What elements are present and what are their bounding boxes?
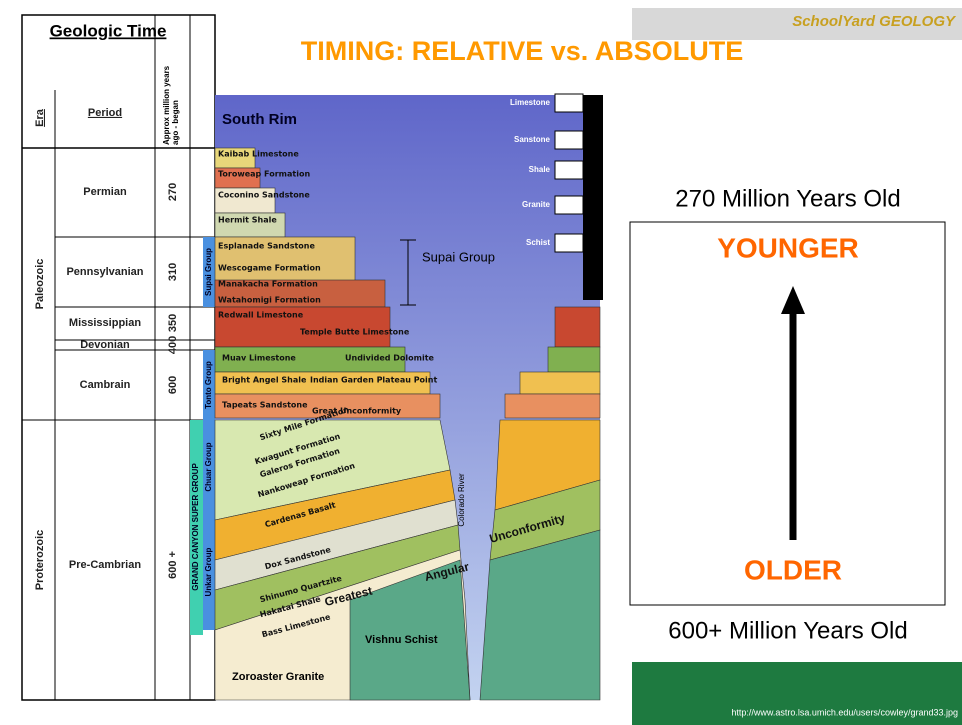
formation-label: Kaibab Limestone (218, 150, 299, 159)
legend-label: Limestone (510, 98, 551, 107)
basement-label: Vishnu Schist (365, 634, 438, 646)
column-header: Era (34, 108, 46, 127)
layer (555, 307, 600, 347)
column-header: Period (88, 107, 122, 119)
group-label: Supai Group (204, 248, 213, 296)
legend-label: Granite (522, 200, 551, 209)
formation-label: Redwall Limestone (218, 311, 304, 320)
formation-label: Watahomigi Formation (218, 296, 321, 305)
era: Paleozoic (34, 259, 46, 310)
legend-label: Sanstone (514, 135, 551, 144)
legend-swatch (555, 234, 583, 252)
slide-title: TIMING: RELATIVE vs. ABSOLUTE (301, 36, 744, 66)
formation-label: Bright Angel Shale (222, 376, 307, 385)
column-header: Approx million years ago - began (162, 65, 180, 145)
river-label: Colorado River (457, 473, 466, 527)
period: Pennsylvanian (66, 266, 143, 278)
period-age: 600 (167, 376, 179, 394)
group-label: GRAND CANYON SUPER GROUP (191, 463, 200, 591)
formation-label: Toroweap Formation (218, 170, 310, 179)
formation-label: Undivided Dolomite (345, 354, 435, 363)
table-title: Geologic Time (50, 21, 167, 40)
age-box (630, 222, 945, 605)
basement-label: Zoroaster Granite (232, 671, 324, 683)
legend-swatch (555, 161, 583, 179)
legend-bar (583, 95, 603, 300)
era: Proterozoic (34, 530, 46, 591)
legend-label: Shale (529, 165, 551, 174)
group-label: Unkar Group (204, 547, 213, 596)
slide: SchoolYard GEOLOGY TIMING: RELATIVE vs. … (0, 0, 962, 725)
source-url: http://www.astro.lsa.umich.edu/users/cow… (731, 707, 958, 717)
legend-label: Schist (526, 238, 550, 247)
logo: SchoolYard GEOLOGY (792, 13, 957, 30)
legend-swatch (555, 196, 583, 214)
formation-label: Manakacha Formation (218, 280, 318, 289)
period: Devonian (80, 339, 130, 351)
older-label: OLDER (744, 554, 842, 585)
period-age: 400 (167, 336, 179, 354)
layer (505, 394, 600, 418)
group-label: Chuar Group (204, 442, 213, 491)
period-age: 310 (167, 263, 179, 281)
supai-label: Supai Group (422, 249, 495, 264)
layer (520, 372, 600, 394)
age-label: 600+ Million Years Old (668, 617, 907, 644)
period: Cambrain (80, 379, 131, 391)
formation-label: Coconino Sandstone (218, 191, 310, 200)
formation-label: Indian Garden Plateau Point (310, 376, 437, 385)
formation-label: Esplanade Sandstone (218, 242, 315, 251)
period: Permian (83, 186, 127, 198)
formation-label: Tapeats Sandstone (222, 401, 308, 410)
age-label: 270 Million Years Old (675, 185, 900, 212)
period-age: 350 (167, 314, 179, 332)
group-label: Tonto Group (204, 361, 213, 409)
formation-label: Hermit Shale (218, 216, 277, 225)
formation-label: Temple Butte Limestone (300, 328, 410, 337)
formation-label: Muav Limestone (222, 354, 296, 363)
period-age: 600 + (167, 551, 179, 579)
period: Mississippian (69, 317, 141, 329)
legend-swatch (555, 131, 583, 149)
column-header-box: Approx million years ago - began (162, 65, 202, 145)
formation-label: Wescogame Formation (218, 264, 321, 273)
period-age: 270 (167, 183, 179, 201)
period: Pre-Cambrian (69, 559, 141, 571)
layer (548, 347, 600, 372)
rim-label: South Rim (222, 111, 297, 128)
legend-swatch (555, 94, 583, 112)
younger-label: YOUNGER (717, 232, 859, 263)
